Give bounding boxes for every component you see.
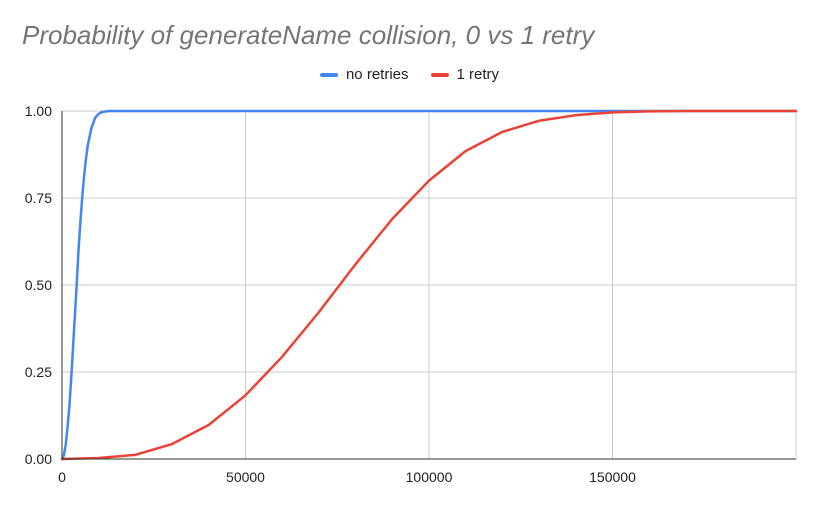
series-layer <box>60 109 798 461</box>
legend-item-no-retries[interactable]: no retries <box>319 66 409 83</box>
legend: no retries 1 retry <box>0 66 819 83</box>
chart-title: Probability of generateName collision, 0… <box>22 20 595 50</box>
x-tick-label: 150000 <box>589 469 636 485</box>
x-tick-label: 50000 <box>226 469 265 485</box>
y-tick-label: 0.00 <box>25 451 52 467</box>
y-tick-label: 0.25 <box>25 364 52 380</box>
legend-label-1-retry: 1 retry <box>456 66 500 83</box>
legend-swatch-no-retries <box>319 72 338 77</box>
y-tick-label: 0.50 <box>25 277 52 293</box>
series-line-no-retries <box>60 109 798 461</box>
y-tick-label: 0.75 <box>25 190 52 206</box>
x-tick-label: 0 <box>58 469 66 485</box>
legend-label-no-retries: no retries <box>345 66 409 83</box>
y-tick-label: 1.00 <box>25 103 52 119</box>
x-tick-label: 100000 <box>406 469 453 485</box>
legend-item-1-retry[interactable]: 1 retry <box>430 66 500 83</box>
series-line-1-retry <box>60 109 798 461</box>
gridlines <box>62 110 797 459</box>
legend-swatch-1-retry <box>430 72 449 77</box>
axes: 0.00 0.25 0.50 0.75 1.00 0 50000 100000 150000 <box>25 103 796 485</box>
